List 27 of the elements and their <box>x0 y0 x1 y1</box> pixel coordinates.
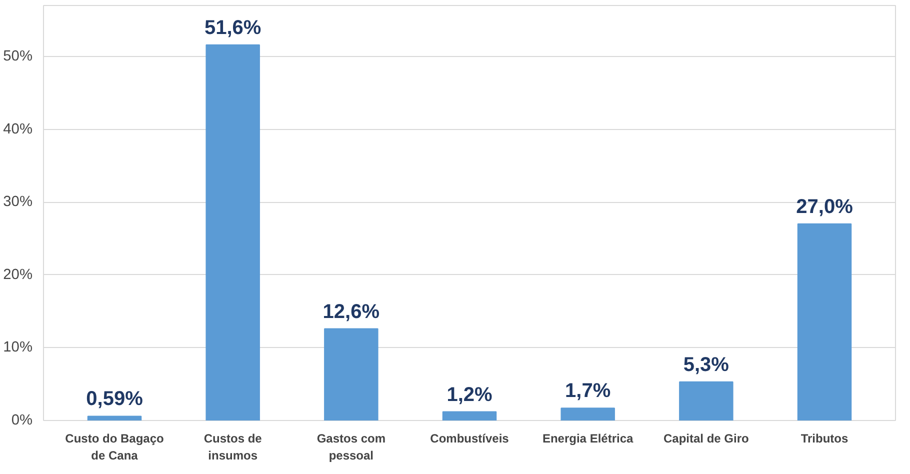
data-label: 5,3% <box>683 354 730 376</box>
y-tick-label: 30% <box>3 194 33 210</box>
data-label: 51,6% <box>204 16 262 39</box>
bar <box>797 223 852 420</box>
bar <box>679 381 734 420</box>
x-tick-label: Capital de Giro <box>663 432 749 446</box>
y-tick-label: 0% <box>11 412 33 428</box>
y-tick-label: 20% <box>3 266 33 283</box>
x-tick-label: Combustíveis <box>430 432 510 446</box>
x-tick-label: Custos de insumos <box>204 432 262 462</box>
y-tick-label: 40% <box>3 121 33 138</box>
x-tick-label: Gastos com pessoal <box>316 432 386 462</box>
bar <box>206 44 260 420</box>
x-tick-label: Custo do Bagaço de Cana <box>65 432 164 462</box>
bar <box>324 328 378 420</box>
x-tick-label: Tributos <box>800 432 848 446</box>
bar <box>87 416 142 420</box>
bar <box>442 411 497 420</box>
x-tick-label: Energia Elétrica <box>542 432 634 446</box>
data-label: 27,0% <box>796 196 854 218</box>
data-label: 12,6% <box>322 300 380 323</box>
y-tick-label: 50% <box>3 48 33 64</box>
y-tick-label: 10% <box>3 340 33 356</box>
bar <box>560 408 615 420</box>
data-label: 1,7% <box>565 380 611 402</box>
data-label: 1,2% <box>446 384 493 406</box>
data-label: 0,59% <box>86 388 144 410</box>
